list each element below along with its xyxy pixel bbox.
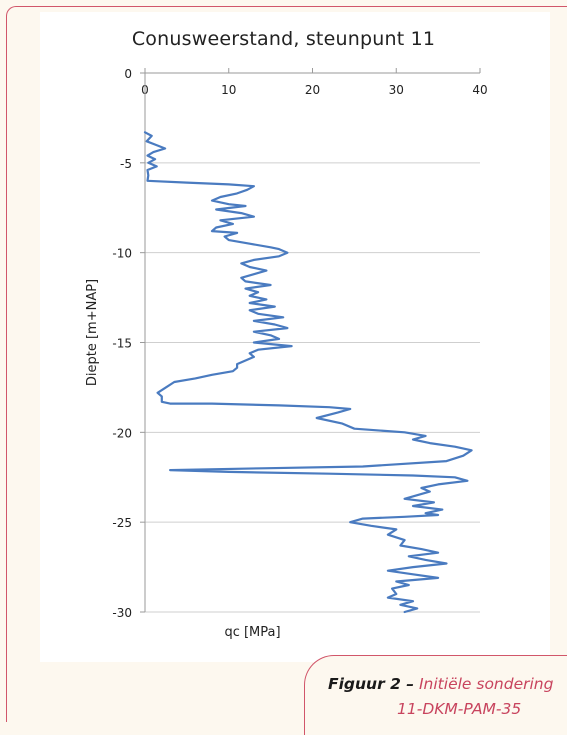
- y-tick-label: -10: [112, 247, 132, 261]
- chart-panel: [40, 12, 550, 662]
- y-axis-label: Diepte [m+NAP]: [85, 279, 100, 386]
- x-tick-label: 40: [472, 83, 487, 97]
- caption-label: Figuur 2 –: [328, 675, 415, 693]
- figure-caption: Figuur 2 – Initiële sondering: [328, 675, 553, 693]
- caption-text-line2: 11-DKM-PAM-35: [397, 700, 522, 718]
- y-tick-label: -25: [112, 516, 132, 530]
- caption-text-line1: Initiële sondering: [418, 675, 554, 693]
- y-tick-label: -15: [112, 337, 132, 351]
- chart-title: Conusweerstand, steunpunt 11: [131, 28, 436, 50]
- series-line: [143, 131, 473, 614]
- x-tick-label: 30: [389, 83, 404, 97]
- y-tick-label: -5: [120, 157, 132, 171]
- x-tick-label: 10: [221, 83, 236, 97]
- caption-box: [304, 655, 567, 735]
- x-axis-label: qc [MPa]: [224, 625, 280, 640]
- y-tick-label: 0: [124, 67, 132, 81]
- y-tick-label: -20: [112, 426, 132, 440]
- y-tick-label: -30: [112, 606, 132, 620]
- x-tick-label: 20: [305, 83, 320, 97]
